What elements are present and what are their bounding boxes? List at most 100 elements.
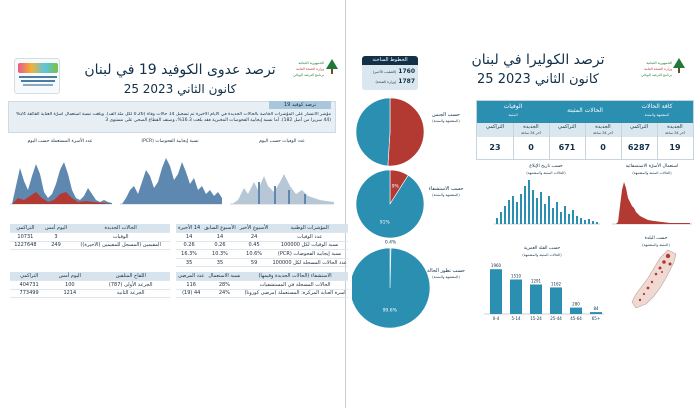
kpi-value: 671: [558, 143, 576, 152]
covid-summary-box: ترصد كوفيد 19 مؤشر الانتشار على المؤشرات…: [8, 101, 336, 133]
hotline-label: (وزارة الصحة): [375, 80, 397, 84]
kpi-value: 0: [600, 143, 606, 152]
covid-campaign-logo: [14, 58, 60, 94]
cedar-icon: [673, 58, 685, 73]
table-row: نسبة إيجابية الفحوصات (PCR) 10.6% 10.3% 16.…: [176, 249, 349, 259]
cholera-title: ترصد الكوليرا في لبنان: [471, 52, 605, 68]
kpi-value: 23: [489, 143, 501, 152]
map-title: حسب البلدة (المثبتة والمشتبهة): [642, 236, 670, 247]
age-bar-value-label: 1510: [511, 273, 522, 278]
age-category-label: 0-4: [493, 316, 500, 321]
kpi-column-label: الجديدة آخر 24 ساعة: [521, 124, 541, 135]
chart-title-positivity: نسبة إيجابية الفحوصات (PCR): [141, 139, 199, 144]
covid-date: 25 كانون الثاني 2023: [123, 82, 237, 96]
positivity-timeseries-chart: [120, 158, 222, 205]
hotline-row-2: 1787 (وزارة الصحة): [365, 78, 415, 85]
pie-slice: [355, 169, 425, 239]
ministry-logo: الجمهورية اللبنانية وزارة الصحة العامة ب…: [638, 58, 688, 86]
table-row: نسبة الوفيات لكل 100000 0.45 0.26 0.26: [176, 241, 349, 251]
kpi-column-label: الجديدة آخر 24 ساعة: [593, 124, 613, 135]
table-row: عدد الوفيات 24 14 14: [176, 232, 349, 242]
age-bar: [530, 284, 542, 314]
logo-line-3: برنامج الترصد الوبائي: [293, 73, 324, 77]
table-row: الحالات المسجلة في المستشفيات 28% 116: [176, 280, 348, 290]
hotline-title: الخطوط الساخنة: [362, 56, 418, 65]
age-bar-chart: 1960 0-4 1510 5-14 1291 15-24 1162 25-44 280 45-6…: [484, 263, 604, 321]
age-bar: [570, 307, 582, 314]
kpi-header-all: كافة الحالات المشتبهة والمثبتة: [641, 103, 673, 117]
covid-report-page: ترصد عدوى الكوفيد 19 في لبنان 25 كانون ا…: [0, 0, 349, 408]
age-bar: [550, 287, 562, 314]
chart-title-deaths: عدد الوفيات حسب اليوم: [259, 139, 305, 144]
kpi-value: 6287: [627, 143, 651, 152]
pie-slice-label: 91%: [380, 219, 391, 225]
age-bar-value-label: 280: [572, 302, 580, 307]
logo-line-2: وزارة الصحة العامة: [644, 67, 672, 71]
kpi-column-label: التراكمي: [629, 124, 648, 130]
pie-slice-label: 9%: [392, 184, 400, 190]
ministry-logo: الجمهورية اللبنانية وزارة الصحة العامة ب…: [293, 58, 340, 88]
table-row: الوفيات 3 10731: [10, 232, 170, 242]
logo-line-3: برنامج الترصد الوبائي: [641, 73, 672, 77]
section-label: ترصد كوفيد 19: [269, 101, 331, 109]
pie-label-gender: حسب الجنس (المشتبهة والمثبتة): [431, 112, 461, 123]
logo-line-2: وزارة الصحة العامة: [296, 67, 324, 71]
epi-title-report-date: حسب تاريخ الإبلاغ (الحالات المثبتة والمشت…: [526, 164, 566, 175]
age-bar-value-label: 1291: [531, 278, 542, 283]
age-category-label: 25-44: [550, 316, 562, 321]
table-row: الجرعة الأولى (787) 100 404731: [10, 280, 170, 290]
age-bar-value-label: 84: [593, 306, 599, 311]
age-category-label: 65+: [592, 316, 600, 321]
lebanon-map: [631, 249, 677, 309]
pie-slice-label: 0.4%: [385, 240, 397, 246]
age-category-label: 15-24: [530, 316, 542, 321]
pie-charts: 9% 91% 0.4% 99.6%: [352, 97, 431, 329]
table-row: الجرعة الثانية 1214 773499: [10, 289, 170, 299]
pie-slice-label: 99.6%: [383, 307, 398, 313]
national-indicators-table: المؤشرات الوطنية الأسبوع الأخير الأسبوع ال…: [176, 224, 349, 268]
logo-line-1: الجمهورية اللبنانية: [298, 61, 324, 65]
cedar-icon: [326, 59, 338, 74]
hotline-number[interactable]: 1760: [398, 68, 415, 75]
kpi-column-label: التراكمي: [485, 124, 504, 130]
kpi-header-deaths: الوفيات المثبتة: [503, 103, 523, 117]
chart-title-beds: عدد الأسرة المستعملة حسب اليوم: [27, 139, 93, 144]
table-row: المقيمين (المسجل للمقيمين (الأخيرة)) 249 1…: [10, 241, 170, 251]
hotline-box: الخطوط الساخنة 1760 (الصليب الأحمر) 1787…: [362, 56, 418, 90]
pie-label-outcome: حسب تطور الحالة (المشتبهة والمثبتة): [427, 268, 465, 279]
pie-slice: [387, 97, 425, 167]
new-cases-table: الحالات الجديدة اليوم أمس التراكمي الوفيات…: [10, 224, 170, 251]
hospital-epi-curve: [612, 182, 692, 225]
cholera-date: 25 كانون الثاني 2023: [477, 72, 599, 87]
age-category-label: 45-64: [570, 316, 582, 321]
kpi-value: 0: [528, 143, 534, 152]
covid-title: ترصد عدوى الكوفيد 19 في لبنان: [84, 62, 276, 78]
pie-label-hospitalization: حسب الاستشفاء (المشتبهة والمثبتة): [428, 186, 464, 197]
kpi-header-confirmed: الحالات المثبتة: [567, 107, 603, 114]
logo-line-1: الجمهورية اللبنانية: [646, 61, 672, 65]
kpi-column-label: الجديدة آخر 24 ساعة: [665, 124, 685, 135]
hotline-number[interactable]: 1787: [398, 78, 415, 85]
pie-slice: [352, 247, 431, 329]
age-chart-title: حسب الفئة العمرية (الحالات المثبتة والمشت…: [522, 246, 562, 257]
age-bar: [490, 269, 502, 314]
age-bar-value-label: 1960: [491, 263, 502, 268]
kpi-value: 19: [669, 143, 681, 152]
age-bar: [590, 312, 602, 314]
table-row: عدد الحالات المسجلة لكل 100000 59 35 35: [176, 258, 349, 268]
age-category-label: 5-14: [511, 316, 521, 321]
report-date-epi-curve: [494, 180, 600, 225]
cholera-report-page: الخطوط الساخنة 1760 (الصليب الأحمر) 1787…: [348, 0, 700, 408]
hospitalization-table: الاستشفاء (الحالات الجديدة وقيمها) نسبة ا…: [176, 272, 348, 299]
kpi-column-label: التراكمي: [557, 124, 576, 130]
pie-slice: [355, 97, 391, 167]
deaths-timeseries-chart: [230, 174, 334, 205]
epi-title-hospital: استعمال الأسرّة الاستشفائية (الحالات المث…: [625, 164, 679, 175]
covid-summary-text: مؤشر الانتشار على المؤشرات الخاصة بالحال…: [15, 112, 331, 123]
age-bar-value-label: 1162: [551, 281, 562, 286]
hotline-row-1: 1760 (الصليب الأحمر): [365, 68, 415, 75]
table-row: أسرة العناية المركزة: المستعملة (مرضى كو…: [176, 289, 348, 299]
vaccination-table: اللقاح المتلقين اليوم أمس التراكمي الجرعة …: [10, 272, 170, 299]
beds-timeseries-chart: [10, 162, 112, 205]
age-bar: [510, 279, 522, 314]
